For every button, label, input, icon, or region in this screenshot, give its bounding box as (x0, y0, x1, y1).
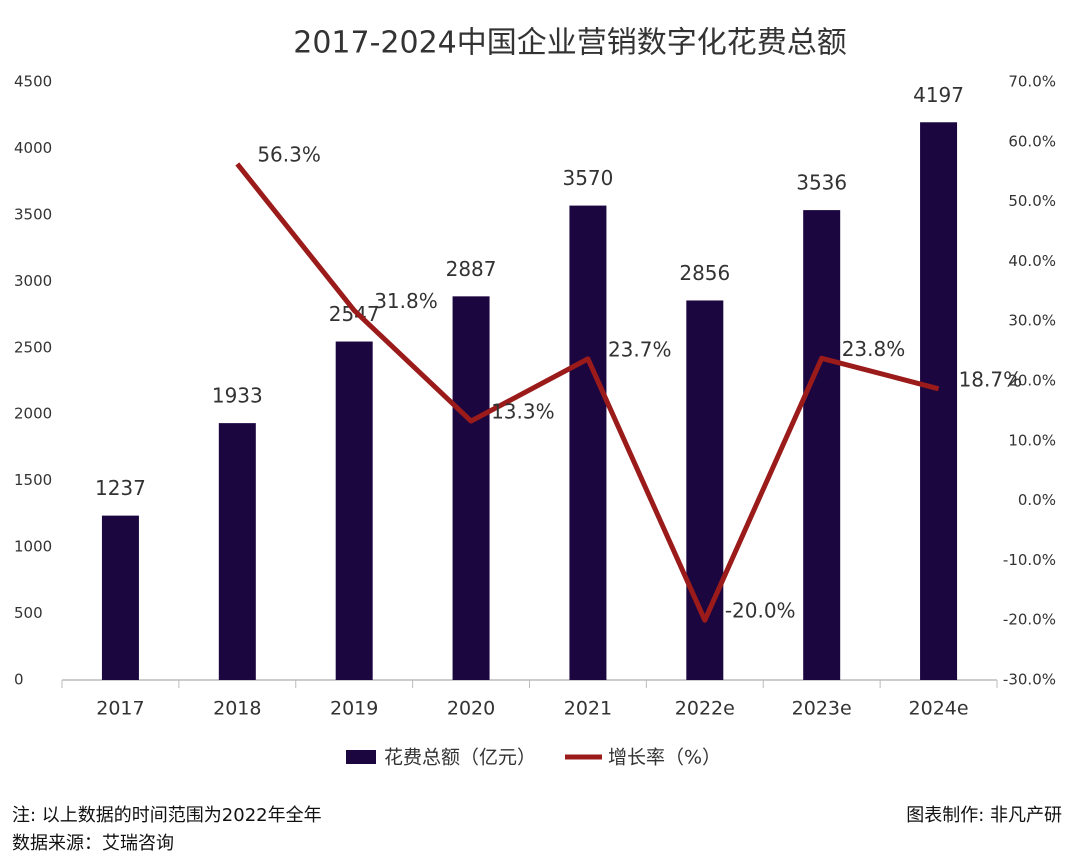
y2-tick-label: 10.0% (1008, 431, 1056, 449)
bar (920, 122, 958, 681)
line-value-label: 23.8% (842, 337, 906, 361)
y2-tick-label: 0.0% (1018, 491, 1056, 509)
credit: 图表制作: 非凡产研 (906, 805, 1062, 826)
bar-value-label: 2887 (446, 257, 497, 281)
y-tick-label: 1000 (14, 538, 52, 556)
bar (803, 210, 841, 680)
y-tick-label: 3500 (14, 205, 52, 223)
line-value-label: -20.0% (725, 599, 796, 623)
note: 注: 以上数据的时间范围为2022年全年 (12, 805, 322, 826)
line-value-label: 31.8% (374, 289, 438, 313)
x-tick-label: 2018 (213, 698, 261, 720)
bar (686, 300, 724, 680)
y-tick-label: 4000 (14, 139, 52, 157)
bar (569, 205, 607, 680)
y2-tick-label: 40.0% (1008, 252, 1056, 270)
y-tick-label: 4500 (14, 73, 52, 91)
y-tick-label: 1500 (14, 471, 52, 489)
y2-tick-label: -30.0% (1003, 671, 1056, 689)
x-tick-label: 2019 (330, 698, 378, 720)
x-tick-label: 2021 (564, 698, 612, 720)
x-tick-label: 2023e (792, 698, 852, 720)
y-tick-label: 2000 (14, 405, 52, 423)
line-value-label: 13.3% (491, 400, 555, 424)
x-tick-label: 2017 (96, 698, 144, 720)
legend-swatch (346, 750, 376, 764)
bar-value-label: 3570 (562, 166, 613, 190)
line-value-label: 18.7% (959, 367, 1023, 391)
bar (218, 423, 256, 680)
y2-tick-label: 30.0% (1008, 312, 1056, 330)
y2-tick-label: -10.0% (1003, 551, 1056, 569)
x-tick-label: 2022e (675, 698, 735, 720)
x-tick-label: 2024e (909, 698, 969, 720)
y-tick-label: 500 (14, 604, 43, 622)
bar-value-label: 2547 (329, 302, 380, 326)
bar-value-label: 4197 (913, 83, 964, 107)
bar-value-label: 2856 (679, 261, 730, 285)
source: 数据来源：艾瑞咨询 (12, 833, 174, 854)
bar-value-label: 1237 (95, 476, 146, 500)
line (235, 162, 940, 623)
bar (101, 515, 139, 680)
y2-tick-label: 60.0% (1008, 132, 1056, 150)
y-tick-label: 3000 (14, 272, 52, 290)
legend-label: 增长率（%） (608, 747, 721, 769)
bar-value-label: 1933 (212, 384, 263, 408)
bar (335, 341, 373, 680)
x-tick-label: 2020 (447, 698, 495, 720)
legend-label: 花费总额（亿元） (384, 747, 536, 769)
y2-tick-label: 50.0% (1008, 192, 1056, 210)
y-tick-label: 0 (14, 671, 24, 689)
y2-tick-label: -20.0% (1003, 611, 1056, 629)
bar-value-label: 3536 (796, 171, 847, 195)
y2-tick-label: 70.0% (1008, 73, 1056, 91)
line-value-label: 56.3% (257, 142, 321, 166)
line-value-label: 23.7% (608, 337, 672, 361)
y-tick-label: 2500 (14, 338, 52, 356)
chart-title: 2017-2024中国企业营销数字化花费总额 (293, 26, 847, 61)
bar (452, 296, 490, 680)
y2-tick-label: 20.0% (1008, 372, 1056, 390)
